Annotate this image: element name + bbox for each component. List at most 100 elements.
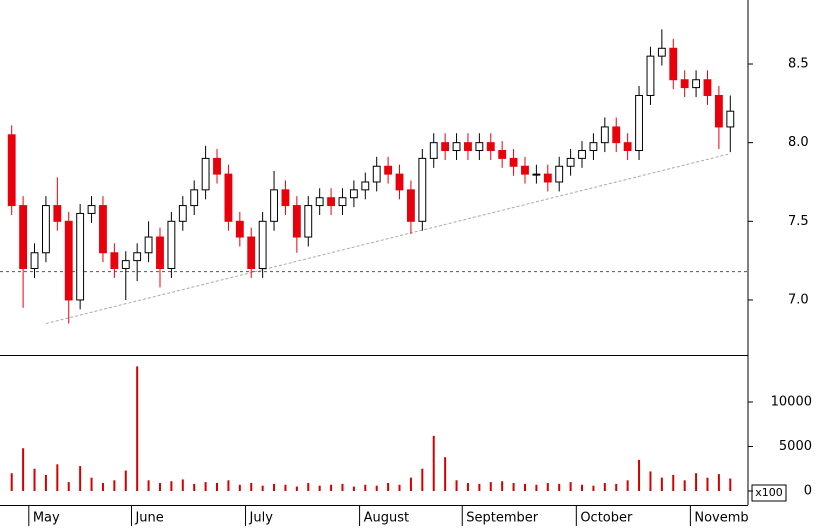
volume-bar [638, 459, 641, 492]
candle-body [201, 157, 210, 191]
candle-body [53, 205, 62, 222]
volume-bar [170, 481, 173, 492]
candle-body [543, 173, 552, 183]
candle-body [110, 252, 119, 269]
volume-bar [307, 482, 310, 492]
volume-bar [489, 482, 492, 492]
candle-body [156, 236, 164, 269]
candle-body [292, 205, 301, 238]
volume-bar [592, 485, 595, 492]
volume-bar [615, 483, 618, 492]
volume-bar [581, 484, 584, 492]
volume-bar [101, 482, 104, 492]
volume-tick-label: 0 [804, 484, 812, 499]
candle-body [509, 157, 518, 167]
volume-bar [478, 483, 481, 492]
volume-bar [649, 471, 652, 492]
volume-bar [466, 482, 469, 492]
volume-bar [375, 485, 378, 492]
volume-bar [216, 482, 219, 492]
candle-body [315, 197, 324, 207]
volume-bar [238, 484, 241, 492]
candle-body [612, 126, 621, 144]
volume-bar [512, 482, 515, 492]
candle-body [304, 205, 313, 238]
volume-bar [181, 479, 184, 492]
volume-bar [79, 466, 82, 492]
candle-body [258, 220, 267, 269]
candle-body [635, 94, 643, 152]
volume-bar [22, 448, 25, 492]
volume-bar [341, 483, 344, 492]
volume-bar [523, 483, 526, 492]
candle-body [692, 79, 700, 89]
volume-bar [158, 482, 161, 492]
volume-bar [33, 468, 36, 492]
candle-body [646, 55, 655, 96]
candle-body [87, 205, 96, 214]
candle-body [498, 150, 507, 159]
volume-bar [261, 485, 264, 492]
x-tick-label: September [466, 511, 539, 526]
x-tick-label: October [580, 511, 633, 526]
candle-body [407, 189, 415, 222]
candle-body [224, 173, 233, 222]
volume-bar [683, 480, 686, 492]
volume-bar [706, 477, 709, 492]
volume-bar [535, 484, 538, 492]
candle-body [372, 165, 381, 183]
volume-bar [717, 474, 720, 492]
candle-body [475, 142, 484, 152]
volume-bar [227, 480, 230, 492]
volume-bar [204, 482, 207, 492]
volume-bar [90, 477, 93, 492]
volume-unit: x100 [755, 486, 783, 499]
volume-bar [250, 482, 253, 492]
y-tick-label: 7.5 [788, 214, 809, 229]
volume-bar [136, 366, 139, 492]
candle-body [144, 236, 153, 254]
trend-line [45, 153, 731, 325]
candle-body [281, 189, 290, 207]
candle-body [361, 181, 370, 191]
volume-bar [455, 480, 458, 492]
candle-body [64, 220, 73, 301]
x-tick-label: August [364, 511, 410, 526]
candle-body [600, 126, 609, 144]
volume-bar [352, 486, 355, 492]
x-tick-label: June [134, 511, 163, 526]
candle-body [270, 189, 278, 222]
candle-body [99, 205, 107, 254]
y-tick-label: 7.0 [788, 292, 809, 307]
unit-box [751, 484, 787, 502]
volume-bar [398, 484, 401, 492]
volume-bar [421, 468, 424, 492]
candle-body [42, 205, 50, 254]
candle-body [213, 157, 221, 175]
volume-bar [364, 484, 367, 492]
candle-body [714, 94, 723, 128]
volume-bar [295, 486, 298, 492]
candle-body [30, 252, 39, 269]
volume-bar [318, 485, 321, 492]
volume-bar [147, 480, 150, 492]
volume-bar [67, 482, 70, 492]
candle-body [521, 165, 529, 175]
volume-bar [284, 484, 287, 492]
candle-body [19, 205, 28, 269]
volume-bar [626, 480, 629, 492]
volume-tick-label: 10000 [771, 395, 812, 410]
candle-body [7, 134, 16, 207]
volume-bar [193, 483, 196, 492]
candle-body [555, 165, 564, 183]
volume-bar [409, 477, 412, 492]
candle-body [578, 150, 586, 159]
x-tick-label: November [694, 511, 762, 526]
candle-body [384, 165, 393, 175]
candle-body [133, 252, 142, 262]
candle-body [235, 220, 244, 238]
volume-tick-label: 5000 [779, 439, 812, 454]
candle-body [623, 142, 632, 152]
candle-body [429, 142, 438, 159]
